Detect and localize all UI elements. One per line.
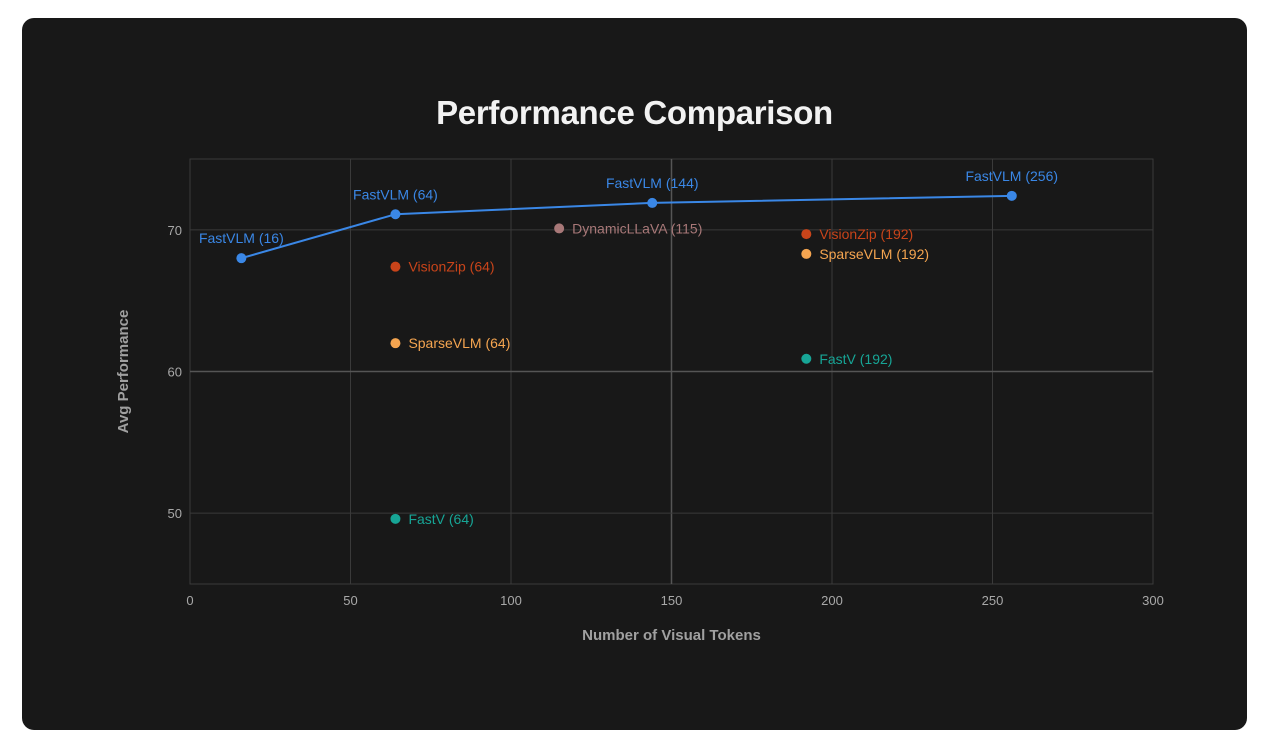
sparsevlm-point-label: SparseVLM (192) (819, 246, 929, 262)
sparsevlm-point (801, 248, 812, 259)
fastvlm-point-label: FastVLM (144) (606, 175, 699, 191)
y-tick-label: 50 (168, 506, 182, 521)
y-tick-label: 60 (168, 365, 182, 380)
x-tick-label: 0 (186, 593, 193, 608)
fastvlm-point-label: FastVLM (64) (353, 186, 438, 202)
fastv-point-label: FastV (64) (408, 511, 473, 527)
fastvlm-point-label: FastVLM (16) (199, 230, 284, 246)
sparsevlm-point-label: SparseVLM (64) (408, 335, 510, 351)
series-lines (241, 194, 1012, 260)
x-tick-label: 50 (343, 593, 357, 608)
fastvlm-point (1006, 190, 1017, 201)
point-labels: FastVLM (16) FastVLM (64) FastVLM (144) Fas… (199, 168, 1058, 527)
fastv-point (801, 353, 812, 364)
y-tick-label: 70 (168, 223, 182, 238)
y-axis-title: Avg Performance (115, 310, 132, 434)
visionzip-point-label: VisionZip (192) (819, 226, 913, 242)
x-tick-label: 150 (661, 593, 683, 608)
x-tick-label: 250 (982, 593, 1004, 608)
visionzip-point (390, 261, 401, 272)
visionzip-point-label: VisionZip (64) (408, 259, 494, 275)
dynamicllava-point-label: DynamicLLaVA (115) (572, 220, 702, 236)
fastvlm-point (390, 209, 401, 220)
fastvlm-point-label: FastVLM (256) (965, 168, 1058, 184)
sparsevlm-point (390, 338, 401, 349)
x-tick-label: 200 (821, 593, 843, 608)
fastv-point (390, 513, 401, 524)
chart-card: Performance Comparison 0 50 100 150 200 250 30… (22, 18, 1247, 730)
visionzip-point (801, 229, 812, 240)
x-tick-label: 300 (1142, 593, 1164, 608)
data-points (236, 190, 1017, 524)
dynamicllava-point (554, 223, 565, 234)
fastvlm-point (647, 197, 658, 208)
x-axis-title: Number of Visual Tokens (582, 627, 761, 644)
x-tick-label: 100 (500, 593, 522, 608)
chart-title: Performance Comparison (436, 94, 833, 131)
fastv-point-label: FastV (192) (819, 351, 892, 367)
fastvlm-point (236, 253, 247, 264)
grid (189, 158, 1154, 585)
axes: 0 50 100 150 200 250 300 50 60 70 (168, 223, 1164, 608)
fastvlm-line (241, 194, 1012, 260)
